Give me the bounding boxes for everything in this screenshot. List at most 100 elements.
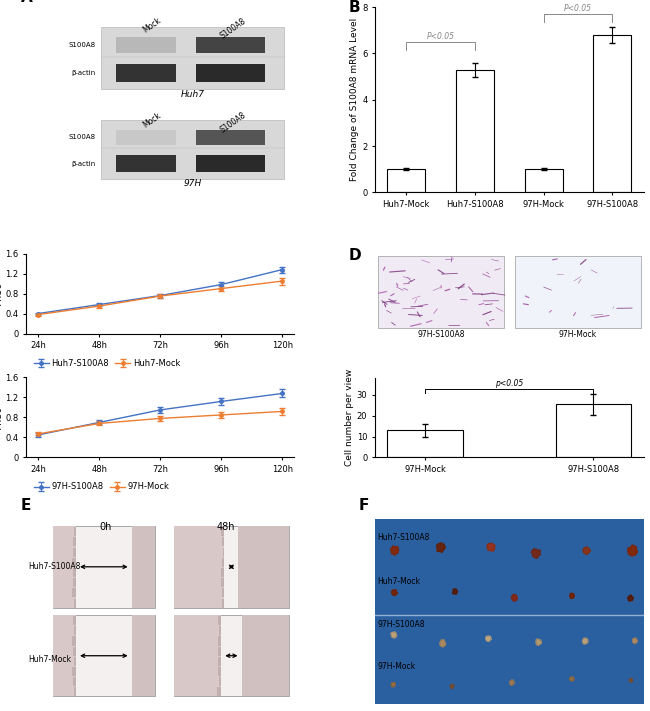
Text: Huh7-Mock: Huh7-Mock [378, 577, 421, 586]
Polygon shape [569, 677, 574, 681]
Polygon shape [531, 549, 540, 558]
Polygon shape [628, 545, 638, 556]
Bar [74, 688, 76, 697]
Bar [101, 120, 284, 179]
Bar [218, 636, 221, 646]
Bar [73, 678, 76, 686]
Bar [53, 526, 76, 608]
Polygon shape [391, 632, 396, 638]
Polygon shape [536, 639, 541, 646]
Polygon shape [439, 640, 446, 647]
Y-axis label: A450: A450 [0, 406, 4, 429]
Bar [53, 615, 76, 697]
Polygon shape [437, 542, 445, 552]
Bar [196, 37, 265, 53]
Polygon shape [450, 684, 454, 688]
Text: Huh7-Mock: Huh7-Mock [29, 655, 72, 664]
Text: β-actin: β-actin [72, 70, 96, 76]
Bar [222, 588, 224, 597]
Text: S100A8: S100A8 [69, 134, 96, 141]
Bar [174, 526, 224, 608]
Bar [218, 616, 221, 625]
Bar [73, 578, 76, 587]
Polygon shape [452, 589, 458, 594]
Bar [593, 35, 631, 193]
Bar [72, 588, 76, 597]
Text: β-actin: β-actin [72, 161, 96, 166]
Bar [218, 667, 221, 676]
Text: S100A8: S100A8 [218, 110, 247, 134]
Bar [219, 626, 221, 636]
Bar [222, 599, 224, 608]
Text: P<0.05: P<0.05 [426, 32, 454, 41]
Bar [219, 678, 221, 686]
Text: 0h: 0h [99, 523, 111, 533]
Text: D: D [348, 248, 361, 263]
Bar [222, 538, 224, 547]
Bar [196, 156, 265, 172]
Polygon shape [391, 683, 395, 687]
Bar [174, 615, 289, 697]
Bar [72, 667, 76, 676]
Bar [74, 527, 76, 536]
Polygon shape [486, 636, 491, 641]
Text: E: E [21, 498, 31, 513]
Bar [220, 527, 224, 536]
Text: 97H-Mock: 97H-Mock [378, 663, 416, 671]
Bar [387, 430, 463, 457]
Bar [116, 130, 176, 145]
Bar [525, 169, 562, 193]
Bar [101, 26, 284, 90]
Bar [221, 578, 224, 587]
Bar [515, 256, 641, 328]
Bar [74, 626, 76, 636]
Bar [222, 557, 224, 567]
Polygon shape [487, 543, 495, 551]
Bar [218, 657, 221, 666]
Bar [196, 64, 265, 82]
Polygon shape [511, 594, 517, 602]
Text: B: B [348, 0, 360, 15]
Bar [378, 256, 504, 328]
Polygon shape [391, 589, 398, 596]
Y-axis label: Fold Change of S100A8 mRNA Level: Fold Change of S100A8 mRNA Level [350, 18, 359, 181]
Text: F: F [359, 498, 369, 513]
Text: 97H-S100A8: 97H-S100A8 [417, 331, 465, 339]
Bar [456, 70, 494, 193]
Bar [72, 557, 76, 567]
Polygon shape [628, 595, 633, 601]
Bar [174, 526, 289, 608]
Bar [116, 37, 176, 53]
Text: P<0.05: P<0.05 [564, 4, 592, 13]
Bar [223, 547, 224, 557]
Legend: 97H-S100A8, 97H-Mock: 97H-S100A8, 97H-Mock [30, 479, 172, 495]
Bar [239, 526, 289, 608]
Bar [387, 169, 425, 193]
Bar [132, 615, 155, 697]
Text: Mock: Mock [142, 16, 163, 35]
Text: S100A8: S100A8 [69, 42, 96, 48]
Bar [196, 130, 265, 145]
Text: A: A [21, 0, 32, 5]
Y-axis label: Cell number per view: Cell number per view [345, 369, 354, 466]
Bar [73, 538, 76, 547]
Polygon shape [510, 680, 514, 685]
Bar [73, 547, 76, 557]
Text: Mock: Mock [142, 110, 163, 129]
Polygon shape [582, 638, 588, 644]
Bar [73, 647, 76, 656]
Bar [116, 156, 176, 172]
Polygon shape [629, 678, 633, 682]
Text: Huh7-S100A8: Huh7-S100A8 [29, 562, 81, 572]
Bar [218, 647, 221, 656]
Polygon shape [391, 546, 399, 555]
Bar [221, 568, 224, 577]
Text: 48h: 48h [216, 523, 235, 533]
Text: 97H-S100A8: 97H-S100A8 [378, 620, 425, 629]
Bar [73, 616, 76, 625]
Legend: Huh7-S100A8, Huh7-Mock: Huh7-S100A8, Huh7-Mock [30, 356, 183, 371]
Polygon shape [583, 547, 591, 555]
Polygon shape [569, 593, 575, 599]
Text: p<0.05: p<0.05 [495, 379, 523, 388]
Bar [116, 64, 176, 82]
